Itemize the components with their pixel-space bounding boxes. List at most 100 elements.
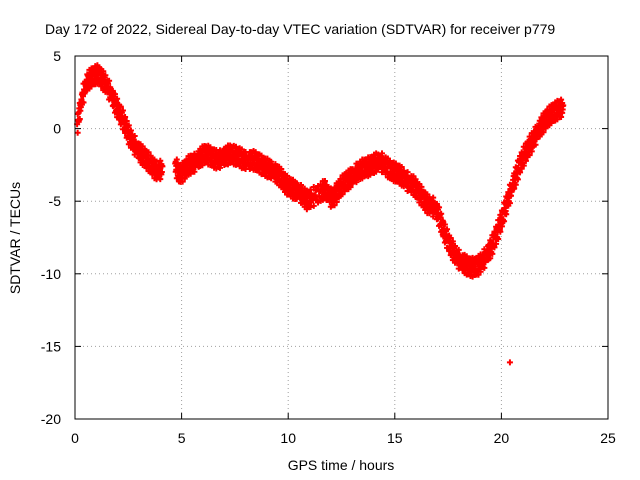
trail-marker <box>80 99 87 106</box>
trail-marker <box>308 199 315 206</box>
trail-marker <box>158 168 165 175</box>
trail-marker <box>400 167 407 174</box>
trail-marker <box>157 157 164 164</box>
trail-marker <box>528 148 535 155</box>
trail-marker <box>125 122 132 129</box>
trail-marker <box>495 235 502 242</box>
trail-marker <box>145 149 152 156</box>
y-tick-label: 0 <box>53 121 61 137</box>
trail-marker <box>410 173 417 180</box>
trail-marker <box>520 162 527 169</box>
trail-marker <box>114 95 121 102</box>
trail-marker <box>506 200 513 207</box>
trail-marker <box>404 169 411 176</box>
trail-marker <box>532 141 539 148</box>
trail-marker <box>501 218 508 225</box>
data-point <box>506 359 513 366</box>
trail-marker <box>157 176 164 183</box>
y-axis-label: SDTVAR / TECUs <box>7 182 23 294</box>
y-tick-labels: 5 0 -5 -10 -15 -20 <box>41 48 61 427</box>
x-tick-label: 25 <box>600 430 616 446</box>
trail-marker <box>481 264 488 271</box>
trail-marker <box>438 210 445 217</box>
trail-marker <box>106 77 113 84</box>
trail-marker <box>148 165 155 172</box>
trail-marker <box>278 166 285 173</box>
trail-marker <box>117 103 124 110</box>
x-tick-labels: 0 5 10 15 20 25 <box>71 430 616 446</box>
trail-marker <box>491 244 498 251</box>
trail-marker <box>503 211 510 218</box>
x-axis-label: GPS time / hours <box>288 457 395 473</box>
trail-marker <box>74 129 81 136</box>
trail-marker <box>493 240 500 247</box>
y-tick-label: 5 <box>53 48 61 64</box>
trail-marker <box>522 157 529 164</box>
trail-marker <box>514 176 521 183</box>
trail-marker <box>88 83 95 90</box>
trail-marker <box>489 250 496 257</box>
x-tick-label: 10 <box>280 430 296 446</box>
trail-marker <box>158 162 165 169</box>
tick-marks <box>74 55 609 420</box>
trail-marker <box>139 143 146 150</box>
trail-marker <box>122 113 129 120</box>
chart-title: Day 172 of 2022, Sidereal Day-to-day VTE… <box>45 21 555 37</box>
trail-marker <box>111 91 118 98</box>
trail-marker <box>449 238 456 245</box>
trail-marker <box>430 194 437 201</box>
trail-marker <box>436 204 443 211</box>
data-points <box>74 62 567 366</box>
trail-marker <box>327 185 334 192</box>
grid <box>75 56 608 419</box>
trail-marker <box>540 129 547 136</box>
trail-marker <box>333 199 340 206</box>
x-tick-label: 0 <box>71 430 79 446</box>
trail-marker <box>339 191 346 198</box>
x-tick-label: 15 <box>387 430 403 446</box>
trail-marker <box>512 181 519 188</box>
trail-marker <box>310 202 317 209</box>
trail-marker <box>559 106 566 113</box>
trail-marker <box>398 164 405 171</box>
x-tick-label: 20 <box>494 430 510 446</box>
trail-marker <box>477 268 484 275</box>
trail-marker <box>100 68 107 75</box>
trail-marker <box>508 188 515 195</box>
trail-marker <box>310 184 317 191</box>
trail-marker <box>487 255 494 262</box>
trail-marker <box>258 152 265 159</box>
trail-marker <box>119 107 126 114</box>
trail-marker <box>173 156 180 163</box>
trail-marker <box>412 176 419 183</box>
y-tick-label: -5 <box>49 193 62 209</box>
trail-marker <box>182 162 189 169</box>
trail-marker <box>297 181 304 188</box>
trail-marker <box>455 246 462 253</box>
trail-marker <box>331 202 338 209</box>
trail-marker <box>379 150 386 157</box>
trail-marker <box>444 226 451 233</box>
y-tick-label: -10 <box>41 266 61 282</box>
plot-frame <box>74 55 609 420</box>
trail-marker <box>353 179 360 186</box>
trail-marker <box>511 185 518 192</box>
trail-marker <box>321 177 328 184</box>
trail-marker <box>441 221 448 228</box>
trail-marker <box>517 169 524 176</box>
trail-marker <box>131 132 138 139</box>
trail-marker <box>76 115 83 122</box>
trail-marker <box>181 175 188 182</box>
trail-marker <box>191 168 198 175</box>
trail-marker <box>452 242 459 249</box>
trail-marker <box>526 152 533 159</box>
y-tick-label: -20 <box>41 411 61 427</box>
trail-marker <box>102 72 109 79</box>
trail-marker <box>127 127 134 134</box>
trail-marker <box>347 184 354 191</box>
trail-marker <box>430 213 437 220</box>
y-tick-label: -15 <box>41 338 61 354</box>
trail-marker <box>418 183 425 190</box>
trail-marker <box>497 228 504 235</box>
